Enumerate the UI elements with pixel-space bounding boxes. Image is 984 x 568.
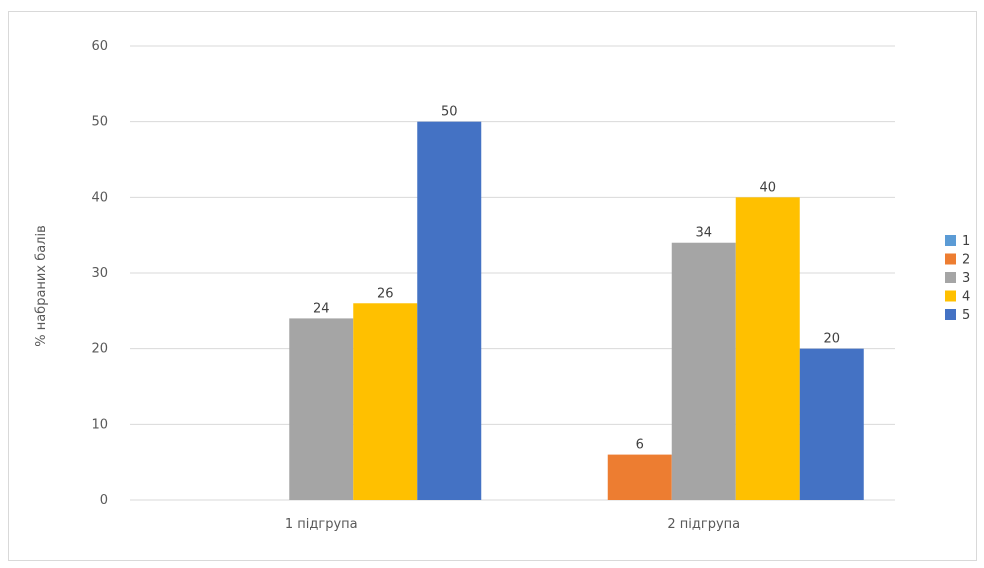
- data-label: 24: [313, 301, 330, 316]
- data-label: 34: [695, 226, 712, 241]
- y-tick-label: 20: [91, 342, 108, 357]
- y-tick-label: 10: [91, 417, 108, 432]
- bar-series-5-2: [799, 348, 864, 500]
- data-label: 26: [377, 286, 394, 301]
- data-label: 40: [759, 180, 776, 195]
- y-axis-ticks: 0 10 20 30 40 50 60: [91, 39, 108, 508]
- legend-label-3: 3: [962, 271, 970, 286]
- bar-series-3-1: [289, 318, 354, 500]
- bars: [289, 121, 864, 501]
- legend: 1 2 3 4 5: [945, 234, 970, 323]
- y-axis-title: % набраних балів: [34, 225, 49, 347]
- data-labels: 24 26 50 6 34 40 20: [313, 105, 840, 453]
- legend-swatch-4: [945, 290, 956, 302]
- data-label: 50: [441, 105, 458, 120]
- legend-swatch-5: [945, 309, 956, 320]
- data-label: 20: [823, 332, 840, 347]
- y-tick-label: 0: [100, 493, 108, 508]
- bar-series-4-2: [735, 197, 800, 501]
- data-label: 6: [636, 438, 644, 453]
- legend-swatch-2: [945, 253, 956, 265]
- bar-series-5-1: [417, 121, 482, 501]
- y-tick-label: 50: [91, 115, 108, 130]
- bar-series-4-1: [353, 303, 418, 500]
- legend-label-4: 4: [962, 290, 970, 305]
- bar-series-2-2: [607, 454, 672, 500]
- legend-swatch-1: [945, 235, 956, 246]
- y-tick-label: 60: [91, 39, 108, 54]
- x-tick-label: 1 підгрупа: [285, 517, 358, 532]
- legend-label-1: 1: [962, 234, 970, 249]
- x-tick-label: 2 підгрупа: [667, 517, 740, 532]
- legend-swatch-3: [945, 272, 956, 283]
- legend-label-5: 5: [962, 308, 970, 323]
- y-tick-label: 30: [91, 266, 108, 281]
- bar-series-3-2: [671, 242, 736, 500]
- x-axis-ticks: 1 підгрупа 2 підгрупа: [285, 517, 740, 532]
- y-tick-label: 40: [91, 190, 108, 205]
- legend-label-2: 2: [962, 253, 970, 268]
